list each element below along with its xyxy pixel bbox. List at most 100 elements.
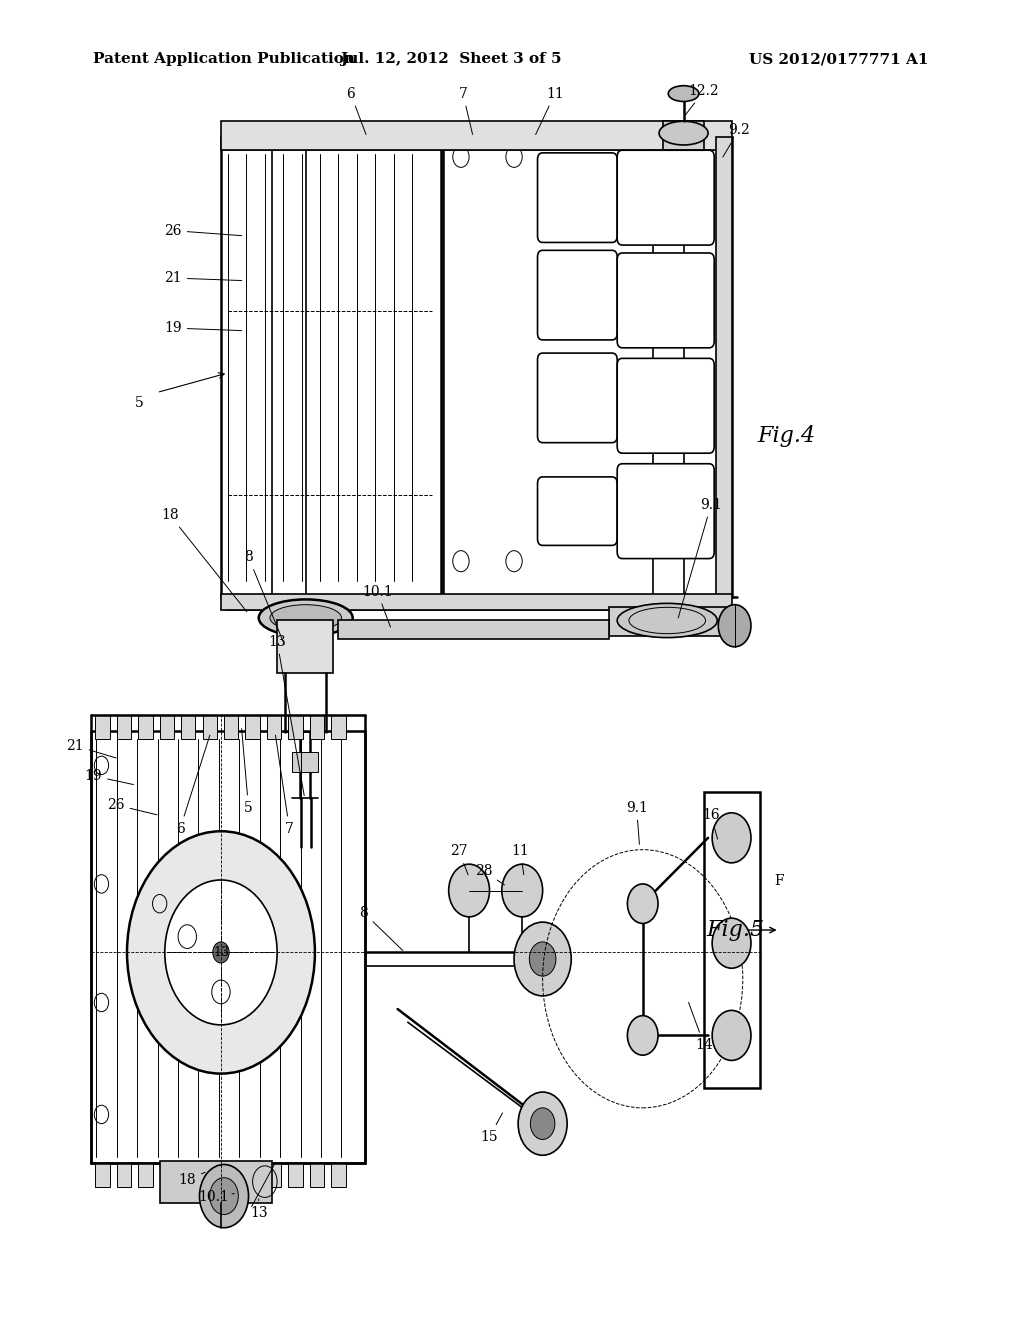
Text: 21: 21 bbox=[164, 271, 242, 285]
Text: Fig.4: Fig.4 bbox=[757, 425, 815, 447]
Ellipse shape bbox=[659, 121, 708, 145]
Text: 11: 11 bbox=[536, 87, 564, 135]
Circle shape bbox=[712, 813, 751, 863]
FancyBboxPatch shape bbox=[538, 251, 617, 341]
Text: 6: 6 bbox=[346, 87, 366, 135]
Text: 13: 13 bbox=[268, 635, 304, 796]
Text: 8: 8 bbox=[359, 906, 402, 950]
Text: 11: 11 bbox=[511, 843, 529, 875]
Circle shape bbox=[712, 919, 751, 969]
Circle shape bbox=[127, 832, 315, 1073]
Bar bbox=[203, 715, 217, 739]
FancyBboxPatch shape bbox=[538, 477, 617, 545]
Ellipse shape bbox=[617, 603, 717, 638]
Text: US 2012/0177771 A1: US 2012/0177771 A1 bbox=[749, 53, 929, 66]
Bar bbox=[224, 715, 239, 739]
Bar bbox=[293, 752, 318, 772]
Circle shape bbox=[530, 1107, 555, 1139]
Circle shape bbox=[165, 880, 278, 1024]
Bar bbox=[117, 715, 131, 739]
Circle shape bbox=[712, 1010, 751, 1060]
Text: F: F bbox=[775, 874, 784, 888]
Text: 14: 14 bbox=[688, 1002, 713, 1052]
Bar bbox=[160, 1160, 272, 1203]
Text: 21: 21 bbox=[67, 739, 116, 758]
Circle shape bbox=[213, 942, 229, 964]
Text: 10.1: 10.1 bbox=[199, 1191, 234, 1204]
Text: 26: 26 bbox=[164, 223, 242, 238]
Circle shape bbox=[628, 1015, 658, 1055]
Bar bbox=[246, 1163, 260, 1187]
Bar bbox=[664, 121, 703, 150]
FancyBboxPatch shape bbox=[617, 463, 714, 558]
Bar bbox=[267, 715, 282, 739]
Text: 13: 13 bbox=[213, 946, 229, 958]
Bar bbox=[331, 715, 345, 739]
Text: 18: 18 bbox=[161, 508, 247, 611]
Bar bbox=[221, 137, 440, 597]
Bar bbox=[221, 121, 731, 150]
Bar bbox=[95, 715, 110, 739]
Circle shape bbox=[210, 1177, 239, 1214]
Bar bbox=[221, 594, 731, 610]
Circle shape bbox=[449, 865, 489, 917]
Circle shape bbox=[718, 605, 751, 647]
FancyBboxPatch shape bbox=[617, 253, 714, 347]
FancyBboxPatch shape bbox=[538, 153, 617, 243]
Text: 19: 19 bbox=[85, 770, 133, 784]
FancyBboxPatch shape bbox=[617, 358, 714, 453]
Bar bbox=[703, 792, 760, 1088]
FancyBboxPatch shape bbox=[617, 150, 714, 246]
Bar bbox=[338, 620, 609, 639]
Bar bbox=[203, 1163, 217, 1187]
Circle shape bbox=[502, 865, 543, 917]
Text: 7: 7 bbox=[275, 735, 294, 836]
Bar bbox=[246, 715, 260, 739]
Ellipse shape bbox=[669, 86, 699, 102]
Bar bbox=[331, 1163, 345, 1187]
Bar bbox=[289, 1163, 303, 1187]
Text: 10.1: 10.1 bbox=[361, 585, 392, 627]
Circle shape bbox=[514, 923, 571, 995]
Text: 9.1: 9.1 bbox=[626, 800, 647, 845]
Bar bbox=[442, 137, 731, 597]
Text: 15: 15 bbox=[480, 1113, 503, 1144]
Text: 13: 13 bbox=[250, 1199, 267, 1220]
Bar bbox=[181, 1163, 196, 1187]
FancyBboxPatch shape bbox=[538, 352, 617, 442]
Bar bbox=[289, 715, 303, 739]
Bar bbox=[160, 1163, 174, 1187]
Text: 6: 6 bbox=[176, 735, 210, 836]
Bar bbox=[267, 1163, 282, 1187]
Text: Jul. 12, 2012  Sheet 3 of 5: Jul. 12, 2012 Sheet 3 of 5 bbox=[340, 53, 561, 66]
Bar bbox=[609, 607, 726, 636]
Text: 9.1: 9.1 bbox=[678, 498, 722, 618]
Text: 27: 27 bbox=[451, 843, 468, 875]
Circle shape bbox=[518, 1092, 567, 1155]
Text: 18: 18 bbox=[178, 1172, 205, 1187]
Text: Fig.5: Fig.5 bbox=[706, 919, 764, 941]
Text: 12.2: 12.2 bbox=[685, 84, 719, 115]
Bar bbox=[138, 715, 153, 739]
Text: 7: 7 bbox=[459, 87, 472, 135]
Bar bbox=[91, 731, 365, 1163]
Text: 26: 26 bbox=[108, 797, 157, 814]
Text: 8: 8 bbox=[244, 550, 285, 644]
Text: 5: 5 bbox=[242, 729, 253, 814]
Bar bbox=[138, 1163, 153, 1187]
Bar bbox=[278, 620, 333, 673]
Bar bbox=[117, 1163, 131, 1187]
Text: 19: 19 bbox=[164, 321, 242, 335]
Bar bbox=[181, 715, 196, 739]
Bar bbox=[95, 1163, 110, 1187]
Bar bbox=[310, 1163, 324, 1187]
Text: Patent Application Publication: Patent Application Publication bbox=[93, 53, 355, 66]
Text: 16: 16 bbox=[702, 808, 720, 840]
Circle shape bbox=[529, 942, 556, 975]
Circle shape bbox=[200, 1164, 249, 1228]
Text: 28: 28 bbox=[475, 863, 505, 884]
Text: 9.2: 9.2 bbox=[723, 124, 750, 157]
Bar bbox=[160, 715, 174, 739]
Circle shape bbox=[628, 884, 658, 924]
Bar bbox=[310, 715, 324, 739]
